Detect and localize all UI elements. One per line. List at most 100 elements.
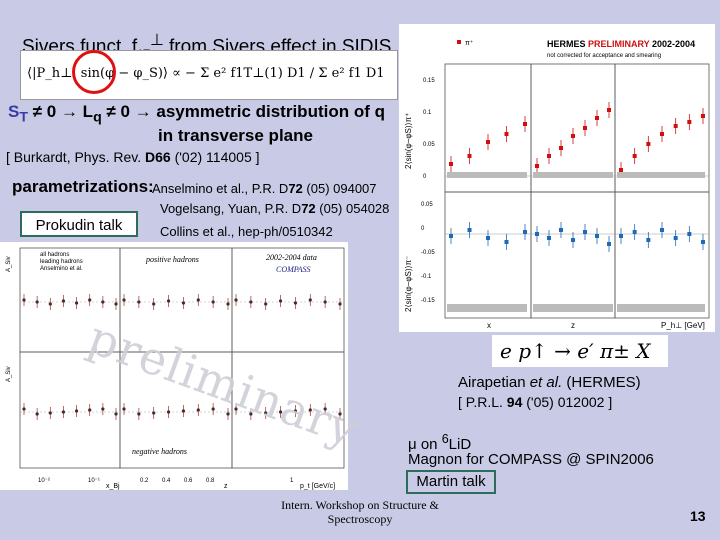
panel-z-bot [530, 191, 616, 319]
hermes-point-piminus [547, 236, 551, 240]
footer: Intern. Workshop on Structure & Spectrosc… [270, 498, 450, 526]
hermes-point-piplus [646, 142, 651, 146]
hermes-point-piplus [535, 164, 539, 168]
tick-z2: 0.4 [162, 478, 171, 484]
compass-point-neg [338, 412, 342, 416]
compass-point-neg [278, 410, 283, 414]
hermes-point-piplus [583, 126, 587, 130]
compass-point-neg [22, 407, 26, 411]
label-data: 2002-2004 data [266, 253, 317, 262]
compass-point-neg [196, 408, 200, 412]
ytick-bot: -0.05 [421, 250, 435, 256]
compass-point-neg [181, 409, 186, 413]
hermes-point-piplus [571, 134, 575, 138]
hermes-point-piminus [535, 232, 539, 236]
compass-point-pos [137, 300, 141, 304]
tick-z3: 0.6 [184, 478, 193, 484]
compass-point-neg [152, 411, 156, 415]
hermes-point-piplus [486, 140, 490, 144]
compass-point-pos [152, 302, 156, 306]
compass-point-pos [293, 301, 298, 305]
collins-reference: Collins et al., hep-ph/0510342 [160, 224, 333, 239]
page-number: 13 [690, 508, 706, 524]
compass-point-neg [101, 407, 105, 411]
compass-point-neg [308, 408, 312, 412]
hermes-point-piplus [523, 122, 527, 126]
hermes-point-piminus [571, 238, 575, 242]
tick-x1: 10⁻² [38, 478, 50, 484]
panel-x-bot [444, 191, 532, 319]
compass-point-neg [35, 412, 39, 416]
xlabel-x: x [487, 321, 491, 330]
legend-anselmino: Anselmino et al. [40, 266, 83, 272]
compass-point-neg [74, 409, 79, 413]
compass-point-neg [48, 411, 52, 415]
compass-point-pos [122, 298, 126, 302]
hermes-point-piminus [607, 242, 611, 246]
ytick-top: 0.05 [423, 142, 435, 148]
sivers-formula: ⟨|P_h⊥| sin(φ − φ_S)⟩ ∝ − Σ e² f1T⊥(1) D… [20, 50, 398, 100]
compass-point-pos [35, 300, 39, 304]
compass-plot: all hadrons leading hadrons Anselmino et… [0, 242, 348, 490]
ytick-top: 0.15 [423, 78, 435, 84]
hermes-point-piminus [559, 228, 563, 232]
hermes-point-piminus [673, 236, 678, 240]
hermes-point-piplus [449, 162, 453, 166]
parametrizations-label: parametrizations: [12, 177, 154, 196]
hermes-point-piplus [547, 154, 551, 158]
legend-leading: leading hadrons [40, 259, 83, 265]
compass-point-pos [308, 298, 312, 302]
highlight-circle [72, 50, 116, 94]
compass-point-pos [234, 298, 238, 302]
hermes-point-piminus [646, 238, 651, 242]
reaction-formula: e p↑ → e′ π± X [492, 335, 668, 367]
compass-point-pos [22, 298, 26, 302]
hermes-title: HERMES PRELIMINARY 2002-2004 [547, 39, 695, 49]
compass-point-pos [249, 300, 253, 304]
compass-point-neg [264, 411, 268, 415]
airapetian-citation: Airapetian et al. (HERMES) [458, 374, 641, 391]
legend-pi: π⁺ [465, 40, 474, 47]
tick-z1: 0.2 [140, 478, 149, 484]
label-compass: COMPASS [276, 265, 311, 274]
ylabel-compass-bot: A_Siv [6, 366, 12, 382]
ylabel-compass-top: A_Siv [6, 256, 12, 272]
hermes-point-piplus [619, 168, 623, 172]
hermes-point-piminus [449, 234, 453, 238]
ylabel-bot: 2⟨sin(φ−φS)⟩π⁻ [404, 256, 413, 312]
compass-point-pos [323, 300, 327, 304]
compass-point-neg [226, 412, 230, 416]
ytick-bot: 0 [421, 226, 425, 232]
ytick-top: 0 [423, 174, 427, 180]
compass-point-pos [48, 302, 52, 306]
anselmino-reference: Anselmino et al., P.R. D72 (05) 094007 [152, 181, 377, 196]
compass-point-neg [211, 407, 215, 411]
hermes-note: not corrected for acceptance and smearin… [547, 53, 661, 59]
compass-point-neg [166, 410, 171, 414]
hermes-point-piplus [701, 114, 705, 118]
compass-point-pos [226, 302, 230, 306]
xlabel-pt: p_t [GeV/c] [300, 483, 335, 490]
footer-line1: Intern. Workshop on Structure & [281, 498, 439, 512]
martin-talk-box: Martin talk [406, 470, 496, 494]
compass-point-neg [88, 408, 92, 412]
hermes-point-piminus [632, 230, 637, 234]
hermes-point-piminus [583, 230, 587, 234]
burkardt-reference: [ Burkardt, Phys. Rev. D66 ('02) 114005 … [6, 149, 260, 165]
xlabel-z-compass: z [224, 483, 228, 490]
xlabel-z: z [571, 321, 575, 330]
compass-point-neg [137, 412, 141, 416]
hermes-point-piminus [486, 236, 490, 240]
tick-z4: 0.8 [206, 478, 215, 484]
hermes-point-piminus [687, 232, 692, 236]
tick-x2: 10⁻¹ [88, 478, 100, 484]
compass-panel-p-pos [231, 247, 345, 353]
compass-point-pos [264, 302, 268, 306]
ytick-bot: -0.15 [421, 298, 435, 304]
hermes-point-piminus [619, 234, 623, 238]
compass-point-pos [114, 302, 118, 306]
compass-point-neg [234, 407, 238, 411]
legend-all: all hadrons [40, 252, 69, 258]
compass-target: μ on 6LiD [408, 432, 472, 453]
compass-point-pos [166, 299, 171, 303]
